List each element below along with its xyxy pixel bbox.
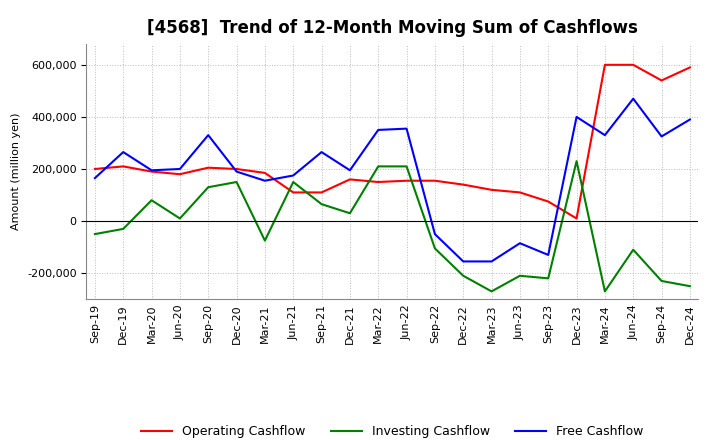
Free Cashflow — [487, 259, 496, 264]
Free Cashflow — [176, 166, 184, 172]
Operating Cashflow — [374, 180, 382, 185]
Free Cashflow — [204, 132, 212, 138]
Investing Cashflow — [431, 246, 439, 251]
Operating Cashflow — [459, 182, 467, 187]
Investing Cashflow — [204, 185, 212, 190]
Operating Cashflow — [318, 190, 326, 195]
Free Cashflow — [374, 127, 382, 132]
Operating Cashflow — [233, 166, 241, 172]
Investing Cashflow — [402, 164, 411, 169]
Investing Cashflow — [572, 158, 581, 164]
Free Cashflow — [261, 178, 269, 183]
Operating Cashflow — [261, 170, 269, 176]
Investing Cashflow — [289, 180, 297, 185]
Investing Cashflow — [657, 279, 666, 284]
Investing Cashflow — [119, 226, 127, 231]
Free Cashflow — [657, 134, 666, 139]
Operating Cashflow — [289, 190, 297, 195]
Investing Cashflow — [318, 202, 326, 207]
Line: Operating Cashflow: Operating Cashflow — [95, 65, 690, 219]
Investing Cashflow — [233, 180, 241, 185]
Investing Cashflow — [600, 289, 609, 294]
Operating Cashflow — [487, 187, 496, 192]
Free Cashflow — [431, 231, 439, 237]
Free Cashflow — [516, 241, 524, 246]
Free Cashflow — [346, 168, 354, 173]
Free Cashflow — [459, 259, 467, 264]
Investing Cashflow — [148, 198, 156, 203]
Investing Cashflow — [685, 283, 694, 289]
Investing Cashflow — [261, 238, 269, 243]
Line: Investing Cashflow: Investing Cashflow — [95, 161, 690, 291]
Investing Cashflow — [176, 216, 184, 221]
Operating Cashflow — [91, 166, 99, 172]
Free Cashflow — [600, 132, 609, 138]
Line: Free Cashflow: Free Cashflow — [95, 99, 690, 261]
Investing Cashflow — [91, 231, 99, 237]
Legend: Operating Cashflow, Investing Cashflow, Free Cashflow: Operating Cashflow, Investing Cashflow, … — [136, 420, 649, 440]
Free Cashflow — [629, 96, 637, 101]
Title: [4568]  Trend of 12-Month Moving Sum of Cashflows: [4568] Trend of 12-Month Moving Sum of C… — [147, 19, 638, 37]
Y-axis label: Amount (million yen): Amount (million yen) — [12, 113, 22, 231]
Operating Cashflow — [176, 172, 184, 177]
Investing Cashflow — [346, 211, 354, 216]
Investing Cashflow — [487, 289, 496, 294]
Operating Cashflow — [685, 65, 694, 70]
Investing Cashflow — [516, 273, 524, 279]
Operating Cashflow — [148, 169, 156, 174]
Operating Cashflow — [572, 216, 581, 221]
Operating Cashflow — [600, 62, 609, 67]
Operating Cashflow — [544, 199, 552, 204]
Operating Cashflow — [629, 62, 637, 67]
Free Cashflow — [685, 117, 694, 122]
Investing Cashflow — [544, 276, 552, 281]
Investing Cashflow — [459, 273, 467, 279]
Free Cashflow — [318, 150, 326, 155]
Free Cashflow — [572, 114, 581, 120]
Investing Cashflow — [374, 164, 382, 169]
Operating Cashflow — [402, 178, 411, 183]
Operating Cashflow — [346, 177, 354, 182]
Operating Cashflow — [657, 78, 666, 83]
Free Cashflow — [148, 168, 156, 173]
Operating Cashflow — [431, 178, 439, 183]
Free Cashflow — [233, 169, 241, 174]
Free Cashflow — [119, 150, 127, 155]
Investing Cashflow — [629, 247, 637, 253]
Operating Cashflow — [119, 164, 127, 169]
Free Cashflow — [91, 176, 99, 181]
Free Cashflow — [289, 173, 297, 178]
Free Cashflow — [402, 126, 411, 131]
Operating Cashflow — [204, 165, 212, 170]
Free Cashflow — [544, 252, 552, 257]
Operating Cashflow — [516, 190, 524, 195]
